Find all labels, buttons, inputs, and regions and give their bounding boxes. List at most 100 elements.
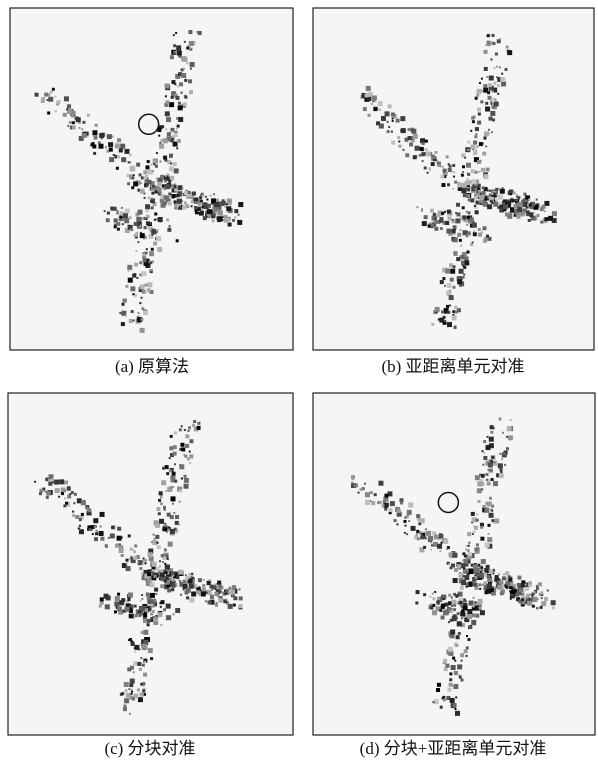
speckle (143, 559, 146, 562)
speckle (130, 228, 133, 231)
speckle (189, 598, 194, 603)
speckle (189, 451, 191, 453)
speckle (528, 219, 531, 222)
speckle (445, 172, 448, 175)
speckle (452, 657, 455, 660)
speckle (177, 139, 181, 143)
speckle (440, 706, 443, 709)
speckle (459, 229, 461, 231)
speckle (498, 573, 500, 575)
speckle (173, 512, 175, 514)
speckle (72, 121, 75, 124)
speckle (146, 582, 150, 586)
speckle (212, 207, 217, 212)
speckle (441, 183, 445, 187)
speckle (409, 142, 413, 146)
speckle (159, 560, 161, 562)
speckle (487, 204, 492, 209)
speckle (174, 189, 177, 192)
speckle (180, 594, 182, 596)
speckle (128, 278, 133, 283)
speckle (128, 534, 131, 537)
speckle (141, 644, 146, 649)
speckle (151, 206, 154, 209)
speckle (188, 430, 190, 432)
speckle (527, 601, 532, 606)
speckle (172, 138, 174, 140)
speckle (407, 128, 410, 131)
speckle (461, 679, 464, 682)
speckle (99, 605, 102, 608)
speckle (467, 149, 469, 151)
speckle (521, 583, 525, 587)
speckle (450, 269, 455, 274)
speckle (483, 137, 486, 140)
speckle (552, 606, 555, 609)
speckle (453, 225, 457, 229)
speckle (143, 170, 147, 174)
speckle (492, 118, 495, 121)
speckle (427, 172, 429, 174)
speckle (159, 144, 164, 149)
speckle (465, 234, 468, 237)
speckle (145, 204, 150, 209)
speckle (64, 96, 69, 101)
speckle (467, 549, 470, 552)
speckle (455, 644, 458, 647)
speckle (486, 76, 488, 78)
speckle (464, 555, 467, 558)
speckle (434, 591, 436, 593)
speckle (419, 154, 422, 157)
speckle (201, 591, 206, 596)
speckle (132, 274, 136, 278)
speckle (190, 441, 192, 443)
speckle (229, 587, 232, 590)
speckle (453, 578, 458, 583)
speckle (134, 605, 137, 608)
speckle (525, 587, 529, 591)
speckle (154, 538, 156, 540)
speckle (194, 197, 198, 201)
speckle (454, 660, 456, 662)
speckle (63, 489, 66, 492)
speckle (177, 85, 179, 87)
speckle (501, 458, 503, 460)
speckle (170, 529, 175, 534)
speckle (495, 575, 499, 579)
speckle (173, 162, 177, 166)
speckle (198, 578, 202, 582)
speckle (50, 91, 53, 94)
speckle (176, 576, 179, 579)
speckle (479, 82, 481, 84)
speckle (194, 206, 197, 209)
speckle (479, 142, 483, 146)
speckle (215, 604, 218, 607)
speckle (425, 537, 427, 539)
speckle (456, 257, 460, 261)
speckle (420, 535, 424, 539)
speckle (466, 180, 471, 185)
speckle (401, 128, 406, 133)
speckle (92, 533, 94, 535)
speckle (432, 604, 435, 607)
speckle (101, 137, 103, 139)
speckle (440, 174, 444, 178)
speckle (396, 523, 398, 525)
speckle (441, 212, 444, 215)
speckle (442, 166, 444, 168)
speckle (451, 600, 456, 605)
speckle (502, 432, 504, 434)
speckle (439, 550, 441, 552)
speckle (131, 691, 133, 693)
speckle (509, 189, 513, 193)
speckle (125, 149, 130, 154)
speckle (154, 212, 157, 215)
speckle (389, 508, 393, 512)
speckle (233, 604, 236, 607)
speckle (444, 311, 447, 314)
speckle (548, 216, 553, 221)
speckle (473, 188, 476, 191)
speckle (478, 113, 481, 116)
speckle (136, 217, 141, 222)
speckle (192, 424, 195, 427)
